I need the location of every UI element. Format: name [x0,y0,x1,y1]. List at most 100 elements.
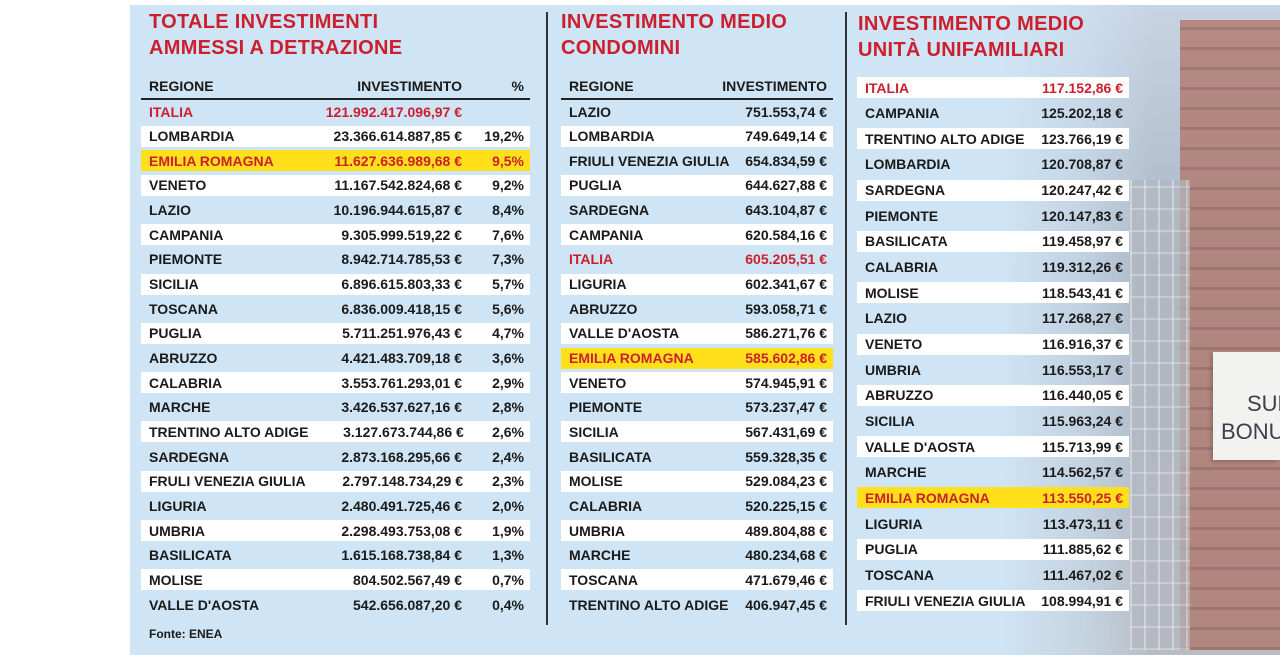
region-cell: FRULI VENEZIA GIULIA [149,473,306,490]
investment-cell: 406.947,45 € [745,596,827,613]
table-row: VENETO 11.167.542.824,68 € 9,2% [141,174,530,196]
investment-cell: 117.152,86 € [1042,79,1123,96]
investment-cell: 2.298.493.753,08 € [341,522,462,539]
table-row: PIEMONTE 573.237,47 € [561,397,833,418]
region-cell: EMILIA ROMAGNA [569,350,694,366]
region-cell: LAZIO [865,310,907,327]
table-row: ABRUZZO 4.421.483.709,18 € 3,6% [141,348,530,369]
table-row: LOMBARDIA 120.708,87 € [857,154,1129,175]
percent-cell: 9,5% [492,152,524,169]
region-cell: SARDEGNA [865,182,946,199]
table-row: LAZIO 751.553,74 € [561,101,833,122]
table-row: SARDEGNA 643.104,87 € [561,200,833,221]
investment-cell: 804.502.567,49 € [353,571,462,588]
investment-cell: 5.711.251.976,43 € [342,325,462,342]
region-cell: VENETO [865,336,923,352]
region-cell: MARCHE [865,464,927,481]
region-cell: MOLISE [149,571,203,588]
region-cell: CALABRIA [149,374,223,391]
region-cell: TRENTINO ALTO ADIGE [569,596,729,613]
investment-cell: 10.196.944.615,87 € [333,202,462,219]
investment-cell: 114.562,57 € [1042,464,1123,481]
investment-cell: 542.656.087,20 € [353,596,462,613]
investment-cell: 1.615.168.738,84 € [341,547,462,564]
table-row: TOSCANA 6.836.009.418,15 € 5,6% [141,298,530,319]
header-region: REGIONE [569,78,634,94]
investment-cell: 593.058,71 € [745,300,827,317]
investment-cell: 6.896.615.803,33 € [341,276,462,293]
investment-cell: 120.708,87 € [1041,156,1123,173]
investment-cell: 585.602,86 € [745,350,827,366]
region-cell: LAZIO [569,103,611,120]
percent-cell: 4,7% [492,325,524,342]
investment-cell: 125.202,18 € [1041,105,1123,122]
region-cell: MOLISE [865,284,919,301]
percent-cell: 19,2% [484,128,524,145]
investment-cell: 116.916,37 € [1042,336,1123,352]
table-row: LIGURIA 602.341,67 € [561,273,833,295]
table-row: SICILIA 115.963,24 € [857,410,1129,431]
table-row: EMILIA ROMAGNA 113.550,25 € [857,487,1129,509]
table-row: MOLISE 804.502.567,49 € 0,7% [141,569,530,591]
table-row: UMBRIA 489.804,88 € [561,520,833,542]
region-cell: LAZIO [149,202,191,219]
investment-cell: 111.467,02 € [1042,566,1123,583]
investment-cell: 3.426.537.627,16 € [341,399,462,416]
table-row: PUGLIA 111.885,62 € [857,538,1129,560]
table-row: VALLE D'AOSTA 586.271,76 € [561,322,833,344]
investment-cell: 654.834,59 € [745,152,827,169]
region-cell: SICILIA [569,423,619,440]
investment-cell: 120.147,83 € [1041,207,1123,224]
region-cell: BASILICATA [569,448,652,465]
region-cell: LIGURIA [149,497,207,514]
investment-cell: 2.480.491.725,46 € [341,497,462,514]
region-cell: FRIULI VENEZIA GIULIA [865,592,1026,609]
region-cell: LIGURIA [569,276,627,293]
table-row: ITALIA 605.205,51 € [561,249,833,270]
investment-cell: 559.328,35 € [745,448,827,465]
region-cell: BASILICATA [149,547,232,564]
percent-cell: 2,3% [492,473,524,490]
table-row: MARCHE 114.562,57 € [857,462,1129,483]
percent-cell: 1,3% [492,547,524,564]
table-row: ITALIA 121.992.417.096,97 € [141,101,530,122]
region-cell: SARDEGNA [149,448,230,465]
table1-header: REGIONE INVESTIMENTO % [141,78,530,94]
investment-cell: 4.421.483.709,18 € [341,350,462,366]
region-cell: ITALIA [569,251,614,268]
investment-cell: 605.205,51 € [745,251,827,268]
column-divider [845,12,847,625]
investment-cell: 121.992.417.096,97 € [325,103,462,120]
investment-cell: 9.305.999.519,22 € [341,226,462,243]
table-row: MARCHE 3.426.537.627,16 € 2,8% [141,397,530,418]
table-row: LAZIO 10.196.944.615,87 € 8,4% [141,200,530,221]
region-cell: UMBRIA [569,522,625,539]
table2-header: REGIONE INVESTIMENTO [561,78,833,94]
table-row: BASILICATA 1.615.168.738,84 € 1,3% [141,545,530,566]
investment-cell: 115.963,24 € [1042,412,1123,429]
investment-cell: 2.797.148.734,29 € [342,473,463,490]
region-cell: TOSCANA [569,571,638,588]
table-row: CALABRIA 119.312,26 € [857,257,1129,278]
investment-cell: 119.312,26 € [1042,259,1123,276]
investment-cell: 574.945,91 € [745,374,827,391]
region-cell: SICILIA [149,276,199,293]
table-row: TRENTINO ALTO ADIGE 123.766,19 € [857,128,1129,150]
table-row: FRIULI VENEZIA GIULIA 108.994,91 € [857,590,1129,611]
header-investment: INVESTIMENTO [722,78,827,94]
table1-title-line2: AMMESSI A DETRAZIONE [149,37,403,59]
region-cell: VENETO [569,374,627,391]
table-row: TOSCANA 471.679,46 € [561,569,833,591]
investment-cell: 115.713,99 € [1042,438,1123,455]
region-cell: EMILIA ROMAGNA [865,489,990,506]
investment-cell: 749.649,14 € [745,128,827,145]
table-row: CALABRIA 520.225,15 € [561,495,833,516]
table2-title-line1: INVESTIMENTO MEDIO [561,11,788,33]
region-cell: UMBRIA [149,522,205,539]
investment-cell: 520.225,15 € [745,497,827,514]
investment-cell: 3.127.673.744,86 € [343,423,464,440]
region-cell: ABRUZZO [569,300,638,317]
percent-cell: 5,7% [492,276,524,293]
table-row: UMBRIA 2.298.493.753,08 € 1,9% [141,520,530,542]
region-cell: PIEMONTE [569,399,643,416]
